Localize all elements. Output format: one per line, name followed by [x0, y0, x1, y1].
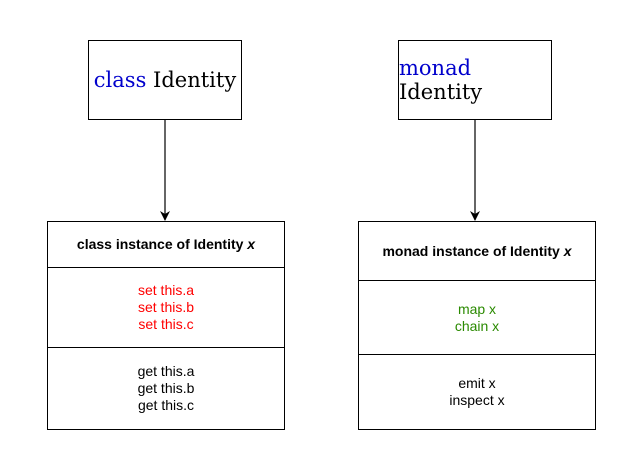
class-identity-box: class Identity: [88, 40, 242, 120]
monad-methods: map x chain x: [359, 281, 595, 354]
class-instance-var: x: [247, 236, 255, 252]
monad-instance-header: monad instance of Identity x: [359, 222, 595, 280]
setter-b: set this.b: [138, 299, 194, 316]
class-getters: get this.a get this.b get this.c: [48, 348, 284, 429]
monad-identity-box: monad Identity: [398, 40, 552, 120]
class-instance-header-text: class instance of Identity: [77, 236, 244, 252]
setter-a: set this.a: [138, 282, 194, 299]
class-setters: set this.a set this.b set this.c: [48, 268, 284, 347]
class-identity-name: Identity: [153, 68, 236, 92]
getter-a: get this.a: [138, 363, 195, 380]
monad-instance-var: x: [564, 243, 572, 259]
monad-identity-title: monad Identity: [399, 56, 551, 104]
getter-c: get this.c: [138, 397, 194, 414]
output-emit: emit x: [458, 375, 495, 392]
output-inspect: inspect x: [449, 392, 504, 409]
class-identity-title: class Identity: [94, 68, 236, 92]
monad-keyword: monad: [399, 56, 471, 80]
monad-outputs: emit x inspect x: [359, 355, 595, 429]
method-chain: chain x: [455, 318, 499, 335]
class-instance-header: class instance of Identity x: [48, 222, 284, 267]
class-instance-box: class instance of Identity x set this.a …: [47, 221, 285, 430]
monad-instance-box: monad instance of Identity x map x chain…: [358, 221, 596, 430]
monad-identity-name: Identity: [399, 80, 482, 104]
method-map: map x: [458, 301, 496, 318]
monad-instance-header-text: monad instance of Identity: [382, 243, 559, 259]
getter-b: get this.b: [138, 380, 195, 397]
class-keyword: class: [94, 68, 147, 92]
setter-c: set this.c: [138, 316, 193, 333]
